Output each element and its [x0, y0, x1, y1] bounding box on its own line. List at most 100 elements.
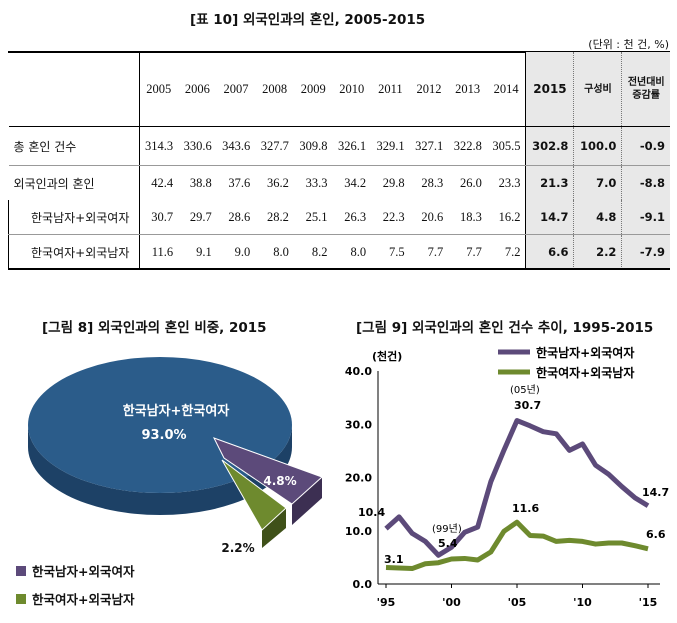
cell-change: -0.9: [621, 126, 670, 166]
header-change-line2: 증감률: [632, 90, 661, 101]
row-label: 총 혼인 건수: [8, 126, 139, 166]
cell-2010: 8.0: [350, 244, 367, 259]
table-header-row: 2005 2006 2007 2008 2009 2010 2011 2012 2013 2014…: [8, 52, 670, 127]
cell-2009: 33.3: [305, 175, 328, 190]
table-row: 외국인과의 혼인 42.4 38.8 37.6 36.2 33.3 34.2 29.8 28.3…: [9, 165, 670, 200]
pie-slice-purple-side: [292, 477, 322, 525]
cell-2007: 343.6: [216, 126, 256, 166]
cell-2007: 28.6: [216, 200, 256, 235]
line-legend-label-1: 한국남자+외국여자: [536, 345, 634, 360]
table-bottom-rule: [8, 268, 670, 270]
ann-s2-2015: 6.6: [646, 528, 666, 541]
table-title: [표 10] 외국인과의 혼인, 2005-2015: [190, 12, 426, 28]
ann-99-tag: (99년): [432, 523, 462, 535]
cell-change: -8.8: [621, 165, 670, 200]
cell-2015: 6.6: [525, 234, 574, 269]
x-tick-label: '15: [639, 596, 658, 609]
row-label: 한국남자+외국여자: [8, 200, 139, 235]
cell-2011: 22.3: [371, 200, 410, 235]
cell-2011: 7.5: [389, 244, 405, 259]
cell-2008: 28.2: [255, 200, 294, 235]
pie-legend-label-2: 한국여자+외국남자: [32, 592, 135, 607]
cell-share: 2.2: [573, 234, 622, 269]
header-year-2013: 2013: [448, 52, 487, 127]
pie-legend-swatch-1: [16, 566, 26, 576]
cell-2013: 18.3: [448, 200, 487, 235]
line-series-korean-women: [385, 519, 649, 572]
marriage-table: 2005 2006 2007 2008 2009 2010 2011 2012 2013 2014…: [8, 52, 670, 269]
ann-05-tag: (05년): [510, 384, 540, 396]
y-tick-label: 30.0: [345, 418, 372, 431]
cell-2006: 9.1: [196, 244, 212, 259]
cell-2007: 37.6: [228, 175, 251, 190]
cell-2005: 30.7: [138, 200, 179, 235]
pie-legend-label-1: 한국남자+외국여자: [32, 564, 135, 579]
line-series-korean-men: [384, 418, 650, 558]
line-ylabel: (천건): [372, 349, 402, 363]
header-year-2014: 2014: [486, 52, 526, 127]
cell-2012: 327.1: [409, 126, 449, 166]
header-year-2005: 2005: [138, 52, 179, 127]
cell-2010: 26.3: [332, 200, 372, 235]
cell-2008: 36.2: [267, 175, 289, 190]
header-year-2006: 2006: [178, 52, 217, 127]
cell-share: 100.0: [573, 126, 622, 166]
cell-2012: 20.6: [409, 200, 449, 235]
cell-2015: 21.3: [525, 165, 574, 200]
header-year-2010: 2010: [332, 52, 372, 127]
row-label: 한국여자+외국남자: [8, 234, 139, 269]
cell-2005: 42.4: [138, 165, 179, 200]
pie-main-side: [28, 425, 292, 515]
x-tick-label: '05: [508, 596, 527, 609]
pie-slice3-pct: 2.2%: [221, 541, 254, 555]
cell-change: -7.9: [621, 234, 670, 269]
cell-2005: 11.6: [138, 234, 179, 269]
pie-main-pct: 93.0%: [141, 428, 186, 443]
cell-2012: 7.7: [427, 244, 444, 259]
cell-2015: 14.7: [525, 200, 574, 235]
cell-2012: 28.3: [421, 175, 444, 190]
cell-2008: 327.7: [255, 126, 294, 166]
cell-2009: 25.1: [293, 200, 333, 235]
cell-2009: 8.2: [311, 244, 328, 259]
header-year-2015: 2015: [525, 52, 574, 127]
table-row: 총 혼인 건수 314.3 330.6 343.6 327.7 309.8 326.1 329…: [8, 126, 670, 166]
pie-slice-purple: [212, 437, 323, 505]
x-tick-label: '10: [573, 596, 592, 609]
cell-2006: 330.6: [178, 126, 217, 166]
cell-2010: 326.1: [332, 126, 372, 166]
header-year-2011: 2011: [371, 52, 410, 127]
cell-2006: 38.8: [189, 175, 212, 190]
pie-chart: 한국남자+한국여자 93.0% 4.8% 2.2%: [28, 357, 323, 555]
header-year-2007: 2007: [216, 52, 256, 127]
line-chart: (천건) 40.0 30.0 20.0 10.0 0.0 '95 '00 '05 '10 '15…: [345, 345, 669, 609]
cell-2014: 16.2: [486, 200, 526, 235]
header-year-2009: 2009: [293, 52, 333, 127]
cell-2009: 309.8: [293, 126, 333, 166]
cell-2014: 23.3: [498, 175, 521, 190]
pie-main-label: 한국남자+한국여자: [123, 403, 230, 419]
pie-slice-green: [221, 459, 287, 531]
cell-2007: 9.0: [234, 244, 251, 259]
header-change-line1: 전년대비: [627, 77, 665, 88]
cell-2006: 29.7: [178, 200, 217, 235]
ann-s1-1995: 10.4: [358, 506, 385, 519]
header-year-2008: 2008: [255, 52, 294, 127]
y-tick-label: 10.0: [345, 525, 372, 538]
x-tick-label: '95: [377, 596, 396, 609]
y-tick-label: 40.0: [345, 365, 372, 378]
ann-s1-2005: 30.7: [514, 399, 541, 412]
header-share: 구성비: [573, 52, 622, 127]
pie-title: [그림 8] 외국인과의 혼인 비중, 2015: [42, 320, 267, 336]
cell-2005: 314.3: [138, 126, 179, 166]
pie-slice-green-side: [262, 508, 286, 548]
cell-2013: 26.0: [459, 175, 482, 190]
line-title: [그림 9] 외국인과의 혼인 건수 추이, 1995-2015: [356, 320, 654, 336]
y-tick-label: 20.0: [345, 472, 372, 485]
ann-s2-2005: 11.6: [512, 502, 539, 515]
cell-2008: 8.0: [273, 244, 289, 259]
cell-2010: 34.2: [344, 175, 367, 190]
cell-share: 7.0: [573, 165, 622, 200]
y-tick-label: 0.0: [353, 578, 373, 591]
cell-change: -9.1: [621, 200, 670, 235]
